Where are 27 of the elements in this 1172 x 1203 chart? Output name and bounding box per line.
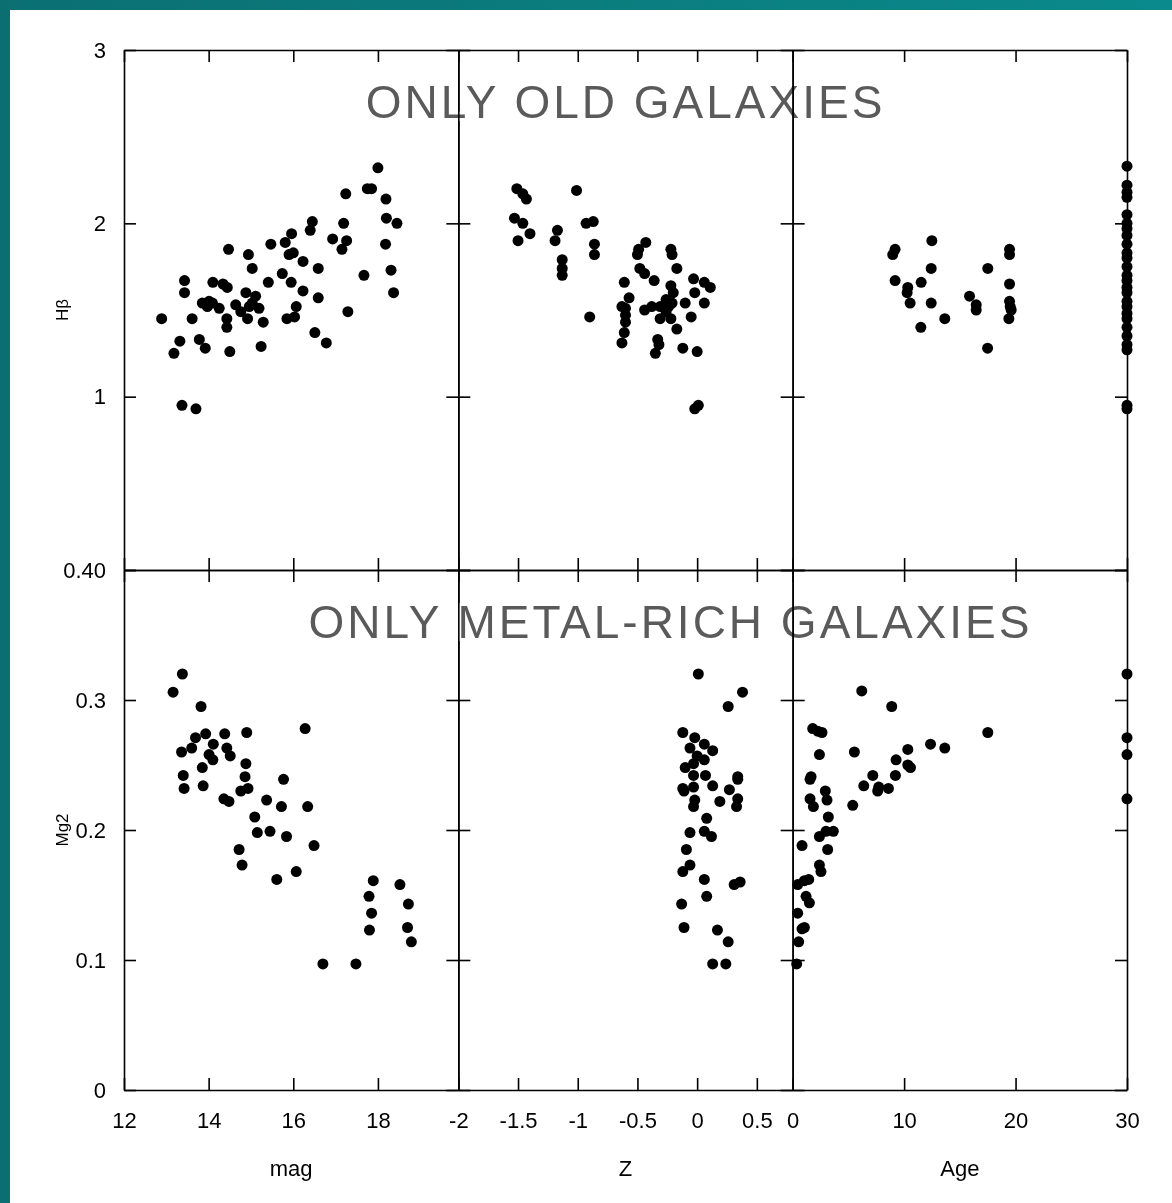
y-tick-label: 0.40	[63, 557, 106, 583]
x-tick-label: 30	[1115, 1107, 1140, 1133]
y-tick-label: 2	[93, 210, 106, 236]
y-tick-label: 0	[93, 1077, 106, 1103]
x-tick-label: 20	[1003, 1107, 1029, 1133]
y-tick-label: 0.3	[75, 687, 106, 713]
y-tick-label: 1	[93, 384, 106, 410]
x-axis-title: Z	[618, 1156, 633, 1181]
x-tick-label: 16	[281, 1107, 307, 1133]
x-axis-title: Age	[940, 1156, 980, 1181]
x-tick-label: 0	[691, 1107, 704, 1133]
x-tick-label: 0.5	[742, 1107, 773, 1133]
y-axis-title: Hβ	[53, 298, 72, 322]
x-tick-label: 14	[196, 1107, 222, 1133]
y-tick-label: 3	[93, 37, 106, 63]
x-tick-label: 0	[787, 1107, 800, 1133]
x-tick-label: 10	[892, 1107, 917, 1133]
y-axis-title: Mg2	[53, 813, 72, 847]
y-tick-label: 0.2	[75, 817, 106, 843]
x-tick-label: -1.5	[499, 1107, 538, 1133]
y-tick-label: 0.1	[75, 947, 106, 973]
x-tick-label: -1	[568, 1107, 589, 1133]
x-tick-label: -2	[449, 1107, 469, 1133]
x-tick-label: -0.5	[618, 1107, 657, 1133]
x-tick-label: 18	[366, 1107, 391, 1133]
x-tick-label: 12	[112, 1107, 137, 1133]
x-axis-title: mag	[269, 1156, 313, 1181]
